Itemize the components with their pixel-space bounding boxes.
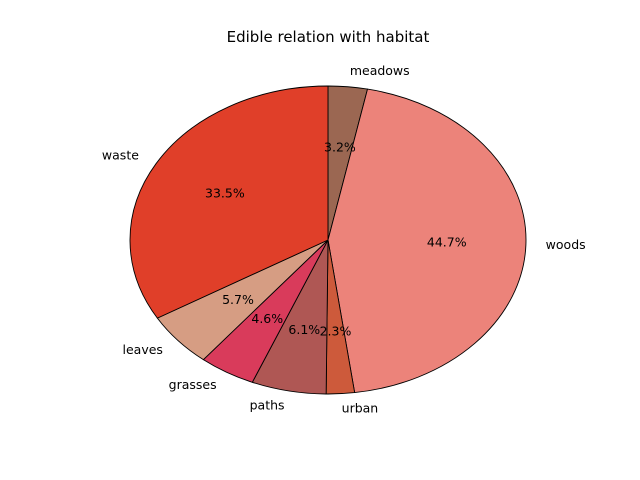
category-label-urban: urban: [342, 401, 379, 416]
percent-label-waste: 33.5%: [205, 186, 245, 201]
percent-label-meadows: 3.2%: [324, 140, 356, 155]
category-label-waste: waste: [102, 147, 139, 162]
category-labels: meadows woods urban paths grasses leaves waste: [102, 63, 586, 416]
category-label-paths: paths: [250, 397, 285, 412]
percent-label-paths: 6.1%: [288, 322, 320, 337]
category-label-woods: woods: [546, 237, 586, 252]
chart-title: Edible relation with habitat: [227, 28, 430, 46]
percent-label-woods: 44.7%: [427, 235, 467, 250]
pie-slice-woods: [327, 88, 527, 394]
percent-label-urban: 2.3%: [320, 324, 352, 339]
percent-label-grasses: 4.6%: [251, 311, 283, 326]
pie-slices: [129, 85, 527, 395]
percent-labels: 3.2% 44.7% 2.3%6.1% 4.6% 5.7% 33.5%: [205, 140, 467, 339]
category-label-meadows: meadows: [350, 63, 410, 78]
category-label-grasses: grasses: [169, 377, 217, 392]
pie-slice-waste: [129, 85, 329, 319]
percent-label-leaves: 5.7%: [222, 292, 254, 307]
category-label-leaves: leaves: [123, 342, 163, 357]
